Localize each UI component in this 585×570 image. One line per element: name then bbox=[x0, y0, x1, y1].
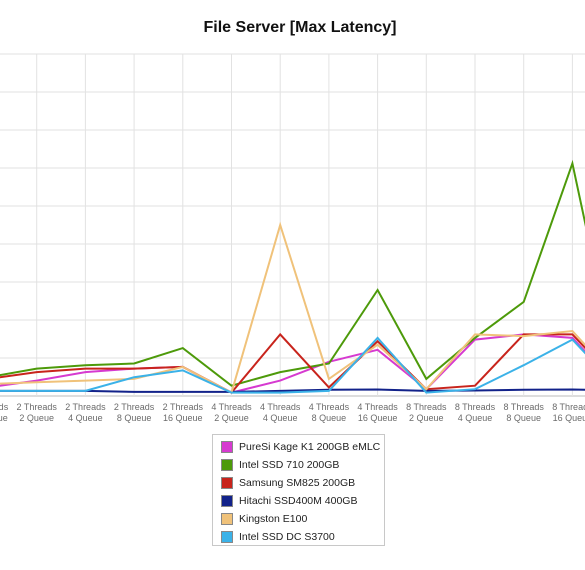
x-tick-label: 2 Queue bbox=[214, 413, 249, 423]
x-tick-label: 8 Queue bbox=[117, 413, 152, 423]
legend-label: Samsung SM825 200GB bbox=[239, 477, 356, 489]
x-tick-label: 2 Queue bbox=[409, 413, 444, 423]
x-tick-label: 2 Queue bbox=[19, 413, 54, 423]
x-tick-label: 8 Threads bbox=[455, 402, 496, 412]
legend-label: Intel SSD 710 200GB bbox=[239, 459, 340, 471]
legend-swatch bbox=[221, 477, 233, 489]
x-tick-label: 16 Queue bbox=[358, 413, 398, 423]
x-tick-label: 4 Threads bbox=[211, 402, 252, 412]
legend-label: Kingston E100 bbox=[239, 513, 308, 525]
x-tick-label: 1 Threads bbox=[0, 402, 9, 412]
grid-lines bbox=[0, 53, 585, 397]
legend-label: Intel SSD DC S3700 bbox=[239, 531, 335, 543]
legend-item[interactable]: Kingston E100 bbox=[213, 510, 384, 528]
x-tick-label: 8 Threads bbox=[406, 402, 447, 412]
legend-item[interactable]: Samsung SM825 200GB bbox=[213, 474, 384, 492]
legend-swatch bbox=[221, 459, 233, 471]
x-tick-label: 8 Threads bbox=[504, 402, 545, 412]
x-tick-label: 4 Queue bbox=[458, 413, 493, 423]
x-tick-label: 4 Threads bbox=[309, 402, 350, 412]
legend-swatch bbox=[221, 513, 233, 525]
x-tick-label: 2 Threads bbox=[163, 402, 204, 412]
series-line-1 bbox=[0, 159, 585, 387]
legend-item[interactable]: Intel SSD 710 200GB bbox=[213, 456, 384, 474]
legend-swatch bbox=[221, 531, 233, 543]
series-line-5 bbox=[0, 336, 585, 394]
x-tick-label: 8 Threads bbox=[552, 402, 585, 412]
legend-label: PureSi Kage K1 200GB eMLC bbox=[239, 441, 381, 453]
legend: PureSi Kage K1 200GB eMLC Intel SSD 710 2… bbox=[212, 434, 385, 546]
legend-item[interactable]: PureSi Kage K1 200GB eMLC bbox=[213, 438, 384, 456]
legend-swatch bbox=[221, 441, 233, 453]
x-tick-label: 16 Queue bbox=[163, 413, 203, 423]
series-line-4 bbox=[0, 221, 585, 395]
x-tick-label: 2 Threads bbox=[65, 402, 106, 412]
x-tick-label: 16 Queue bbox=[0, 413, 8, 423]
legend-swatch bbox=[221, 495, 233, 507]
legend-label: Hitachi SSD400M 400GB bbox=[239, 495, 358, 507]
legend-item[interactable]: Hitachi SSD400M 400GB bbox=[213, 492, 384, 510]
x-tick-label: 8 Queue bbox=[312, 413, 347, 423]
chart-title: File Server [Max Latency] bbox=[203, 19, 397, 36]
x-tick-label: 4 Queue bbox=[263, 413, 298, 423]
x-tick-label: 4 Threads bbox=[357, 402, 398, 412]
series-line-2 bbox=[0, 332, 585, 394]
x-tick-label: 2 Threads bbox=[114, 402, 155, 412]
x-tick-label: 2 Threads bbox=[17, 402, 58, 412]
series-lines bbox=[0, 159, 585, 395]
x-tick-label: 8 Queue bbox=[506, 413, 541, 423]
x-tick-label: 16 Queue bbox=[553, 413, 585, 423]
legend-item[interactable]: Intel SSD DC S3700 bbox=[213, 528, 384, 546]
x-tick-label: 4 Queue bbox=[68, 413, 103, 423]
x-tick-label: 4 Threads bbox=[260, 402, 301, 412]
